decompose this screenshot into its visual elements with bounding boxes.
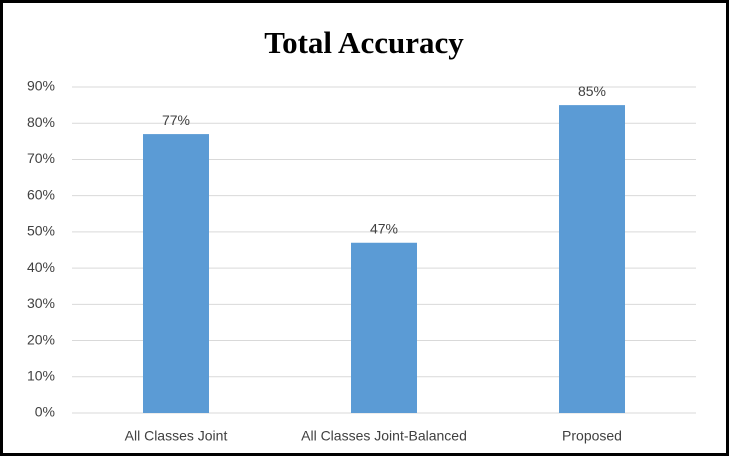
value-label: 85% — [578, 83, 606, 99]
y-tick-label: 50% — [27, 223, 55, 239]
value-label: 47% — [370, 220, 398, 236]
bar — [143, 134, 209, 414]
bar — [351, 242, 417, 413]
y-tick-label: 20% — [27, 331, 55, 347]
bar — [559, 105, 625, 413]
x-tick-label: All Classes Joint-Balanced — [301, 428, 467, 444]
x-tick-label: Proposed — [562, 428, 622, 444]
y-tick-label: 30% — [27, 295, 55, 311]
chart-title: Total Accuracy — [264, 25, 464, 60]
y-tick-label: 90% — [27, 78, 55, 94]
y-tick-label: 80% — [27, 114, 55, 130]
y-tick-label: 40% — [27, 259, 55, 275]
y-tick-label: 10% — [27, 367, 55, 383]
x-tick-label: All Classes Joint — [125, 428, 228, 444]
y-tick-label: 0% — [35, 404, 55, 420]
value-label: 77% — [162, 112, 190, 128]
y-tick-label: 60% — [27, 186, 55, 202]
y-tick-label: 70% — [27, 150, 55, 166]
